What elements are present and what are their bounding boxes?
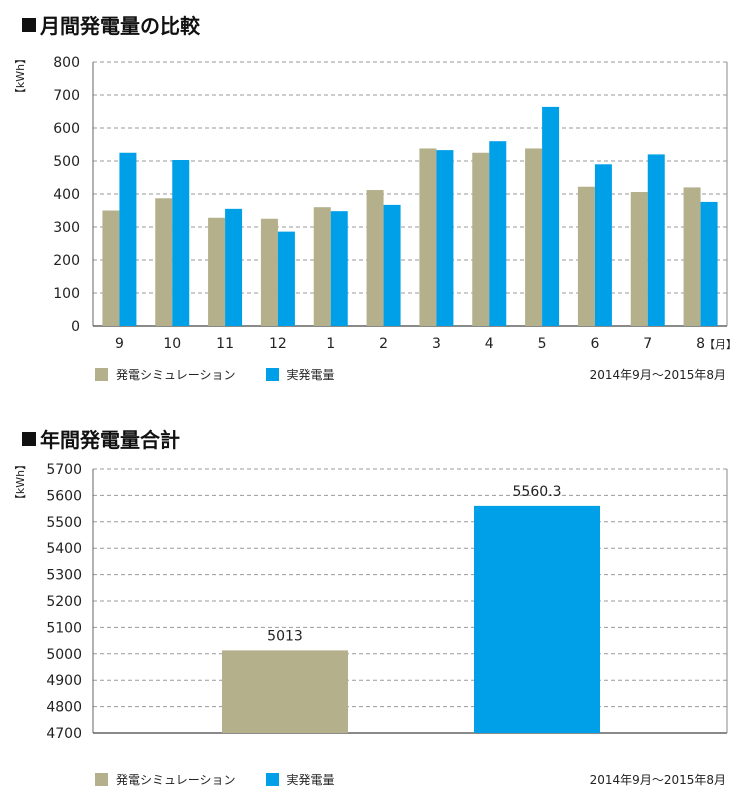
bar-simulation bbox=[102, 210, 120, 326]
y-tick-label: 4900 bbox=[46, 673, 82, 689]
legend-label-simulation: 発電シミュレーション bbox=[116, 773, 236, 787]
annual-chart-title: 年間発電量合計 bbox=[22, 424, 180, 453]
x-tick-label: 5 bbox=[538, 336, 547, 352]
bar-actual bbox=[436, 150, 454, 326]
x-tick-label: 3 bbox=[432, 336, 441, 352]
bar-actual bbox=[383, 204, 401, 326]
monthly-date-range: 2014年9月～2015年8月 bbox=[589, 368, 726, 382]
y-tick-label: 5500 bbox=[46, 515, 82, 531]
monthly-legend: 発電シミュレーション 実発電量 bbox=[95, 366, 335, 383]
bar-simulation bbox=[155, 198, 173, 326]
legend-label-actual: 実発電量 bbox=[286, 773, 335, 787]
x-tick-label: 10 bbox=[163, 336, 181, 352]
monthly-chart-title-text: 月間発電量の比較 bbox=[40, 14, 200, 38]
data-label: 5560.3 bbox=[513, 484, 562, 500]
y-tick-label: 5400 bbox=[46, 541, 82, 557]
data-label: 5013 bbox=[267, 628, 303, 644]
bar-simulation bbox=[260, 218, 278, 326]
bar-actual bbox=[489, 141, 507, 326]
y-axis-label: 【kWh】 bbox=[14, 53, 27, 99]
bar-simulation bbox=[313, 207, 331, 326]
y-tick-label: 5300 bbox=[46, 568, 82, 584]
bar-simulation bbox=[419, 148, 437, 326]
bar-actual bbox=[330, 211, 348, 326]
bar-actual bbox=[647, 154, 665, 326]
x-tick-label: 7 bbox=[643, 336, 652, 352]
bar-actual bbox=[594, 164, 612, 326]
bar-actual bbox=[225, 208, 243, 326]
monthly-chart-title: 月間発電量の比較 bbox=[22, 10, 200, 39]
bar-actual bbox=[542, 106, 560, 326]
bar-simulation bbox=[472, 152, 490, 326]
x-tick-label: 11 bbox=[216, 336, 234, 352]
bar-simulation bbox=[366, 190, 384, 326]
y-tick-label: 700 bbox=[53, 88, 80, 104]
legend-label-simulation: 発電シミュレーション bbox=[116, 368, 236, 382]
y-tick-label: 600 bbox=[53, 121, 80, 137]
y-tick-label: 100 bbox=[53, 286, 80, 302]
y-tick-label: 5700 bbox=[46, 462, 82, 478]
bar-actual bbox=[474, 505, 600, 733]
y-tick-label: 5200 bbox=[46, 594, 82, 610]
bar-actual bbox=[172, 160, 190, 326]
bar-actual bbox=[277, 231, 295, 326]
y-tick-label: 400 bbox=[53, 187, 80, 203]
y-tick-label: 300 bbox=[53, 220, 80, 236]
y-axis-label: 【kWh】 bbox=[14, 459, 27, 505]
x-axis-label: 【月】 bbox=[704, 338, 737, 351]
annual-legend: 発電シミュレーション 実発電量 bbox=[95, 771, 335, 788]
x-tick-label: 8 bbox=[696, 336, 705, 352]
legend-swatch-actual bbox=[265, 773, 279, 786]
x-tick-label: 4 bbox=[485, 336, 494, 352]
x-tick-label: 1 bbox=[326, 336, 335, 352]
legend-swatch-actual bbox=[265, 368, 279, 381]
y-tick-label: 500 bbox=[53, 154, 80, 170]
bar-simulation bbox=[577, 186, 595, 326]
legend-label-actual: 実発電量 bbox=[286, 368, 335, 382]
y-tick-label: 200 bbox=[53, 253, 80, 269]
y-tick-label: 5600 bbox=[46, 488, 82, 504]
y-tick-label: 800 bbox=[53, 55, 80, 71]
legend-swatch-simulation bbox=[95, 368, 108, 381]
bar-actual bbox=[700, 201, 718, 326]
x-tick-label: 9 bbox=[115, 336, 124, 352]
bar-simulation bbox=[208, 217, 226, 326]
y-tick-label: 4800 bbox=[46, 700, 82, 716]
y-tick-label: 0 bbox=[71, 319, 80, 335]
bar-actual bbox=[119, 152, 137, 326]
y-tick-label: 5100 bbox=[46, 620, 82, 636]
bar-simulation bbox=[683, 187, 701, 326]
bar-simulation bbox=[630, 192, 648, 326]
legend-swatch-simulation bbox=[95, 773, 108, 786]
annual-date-range: 2014年9月～2015年8月 bbox=[589, 773, 726, 787]
y-tick-label: 5000 bbox=[46, 647, 82, 663]
x-tick-label: 6 bbox=[590, 336, 599, 352]
title-square-icon bbox=[22, 431, 36, 446]
bar-simulation bbox=[222, 650, 348, 733]
annual-chart-title-text: 年間発電量合計 bbox=[40, 428, 180, 452]
x-tick-label: 12 bbox=[269, 336, 287, 352]
x-tick-label: 2 bbox=[379, 336, 388, 352]
y-tick-label: 4700 bbox=[46, 726, 82, 742]
title-square-icon bbox=[22, 17, 36, 32]
bar-simulation bbox=[525, 148, 543, 326]
